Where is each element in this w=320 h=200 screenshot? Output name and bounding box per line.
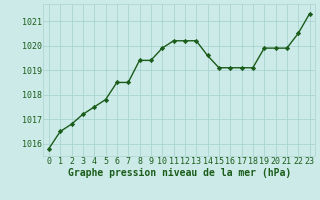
X-axis label: Graphe pression niveau de la mer (hPa): Graphe pression niveau de la mer (hPa) [68, 168, 291, 178]
